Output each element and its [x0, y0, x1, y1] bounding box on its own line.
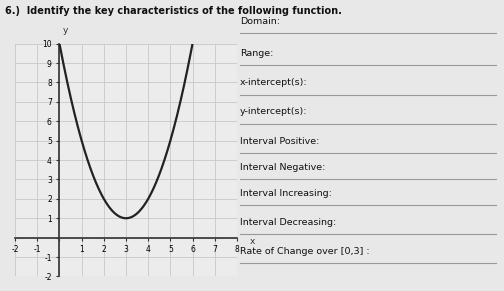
- Text: y-intercept(s):: y-intercept(s):: [240, 107, 307, 116]
- Text: Domain:: Domain:: [240, 17, 280, 26]
- Text: 6.)  Identify the key characteristics of the following function.: 6.) Identify the key characteristics of …: [5, 6, 342, 16]
- Text: Interval Decreasing:: Interval Decreasing:: [240, 218, 336, 227]
- Text: Interval Negative:: Interval Negative:: [240, 163, 326, 172]
- Text: Interval Increasing:: Interval Increasing:: [240, 189, 332, 198]
- Text: Range:: Range:: [240, 49, 273, 58]
- Text: y: y: [62, 26, 68, 35]
- Text: Interval Positive:: Interval Positive:: [240, 136, 320, 146]
- Text: Rate of Change over [0,3] :: Rate of Change over [0,3] :: [240, 247, 369, 256]
- Text: x-intercept(s):: x-intercept(s):: [240, 78, 307, 87]
- Text: x: x: [249, 237, 255, 246]
